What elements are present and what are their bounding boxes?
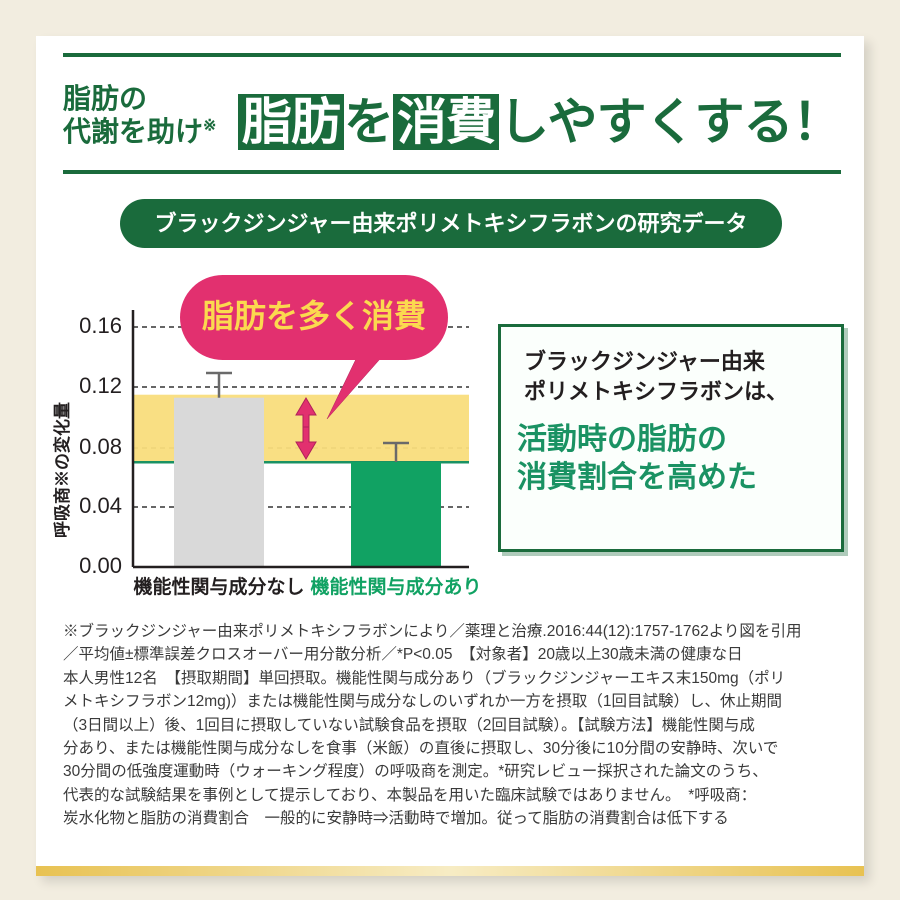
svg-text:0.08: 0.08 xyxy=(79,434,122,459)
svg-text:脂肪を多く消費: 脂肪を多く消費 xyxy=(202,298,426,334)
svg-text:呼吸商※の変化量: 呼吸商※の変化量 xyxy=(52,402,72,538)
svg-text:0.16: 0.16 xyxy=(79,313,122,338)
svg-text:0.12: 0.12 xyxy=(79,373,122,398)
svg-text:機能性関与成分なし: 機能性関与成分なし xyxy=(133,575,304,598)
svg-text:0.04: 0.04 xyxy=(79,493,122,518)
svg-text:0.00: 0.00 xyxy=(79,553,122,578)
svg-text:機能性関与成分あり: 機能性関与成分あり xyxy=(310,575,481,598)
